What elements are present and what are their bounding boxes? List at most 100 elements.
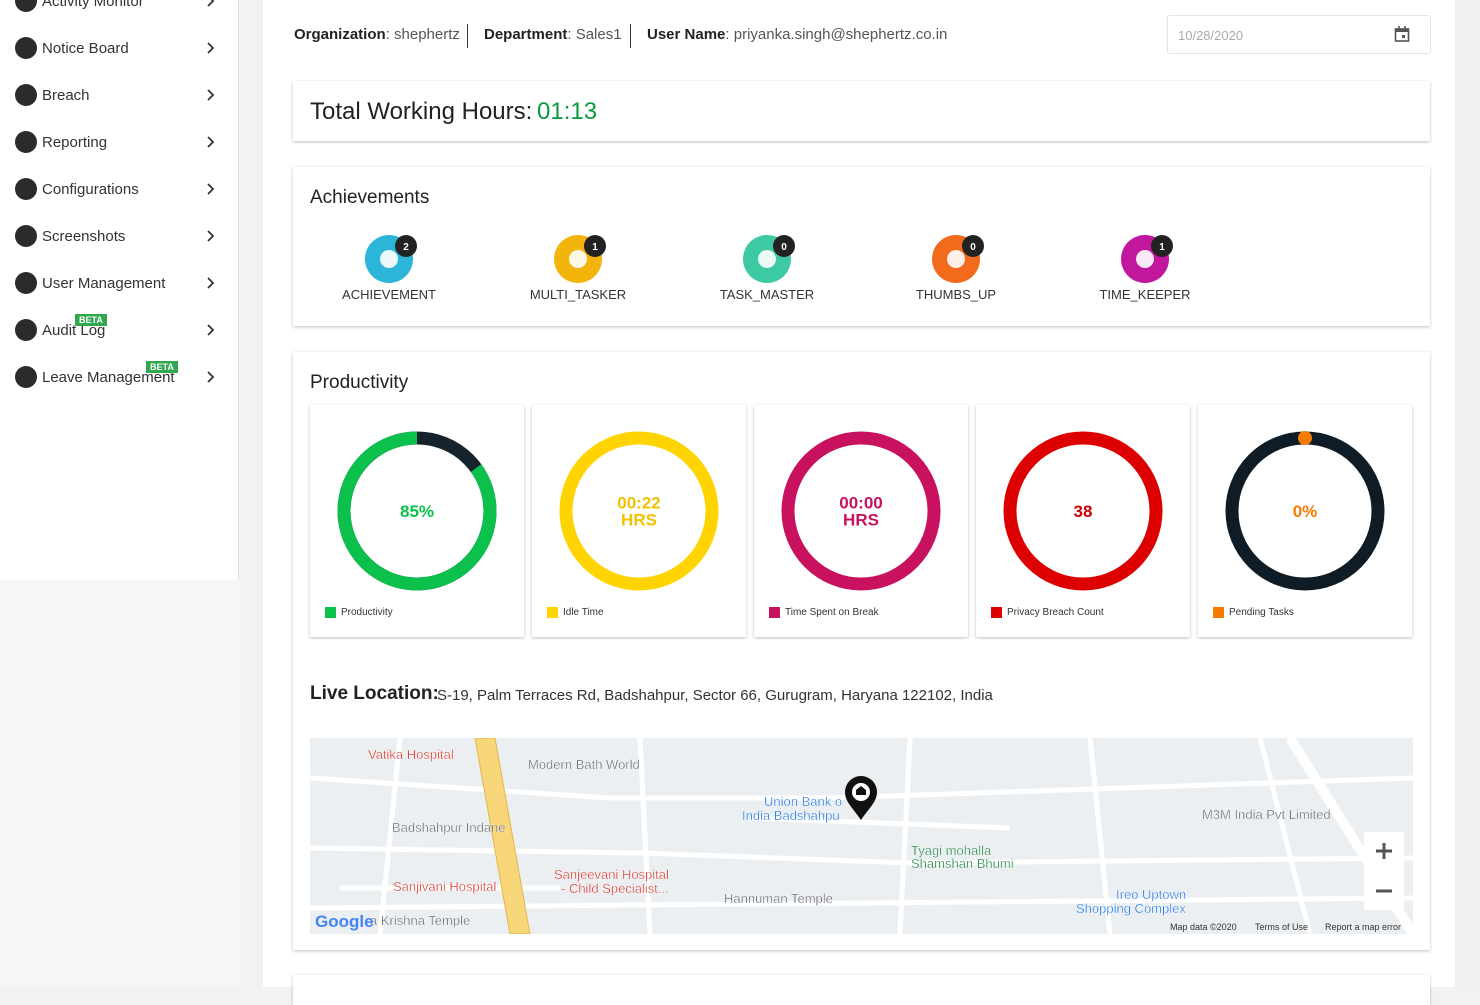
donut-dot <box>1298 431 1312 445</box>
map-label: Shamshan Bhumi <box>911 856 1014 871</box>
nav-item[interactable]: Notice Board <box>15 33 220 63</box>
chevron <box>207 89 215 101</box>
nav-item[interactable]: Configurations <box>15 174 220 204</box>
nav-item[interactable]: Leave Management <box>15 362 220 392</box>
map-label: Ireo Uptown <box>1116 887 1186 902</box>
map-label: Vatika Hospital <box>368 747 454 762</box>
map-pin <box>845 776 877 820</box>
count-text: 0 <box>970 242 976 253</box>
donut-center: 38 <box>1074 502 1093 521</box>
nav-icon <box>15 131 37 153</box>
chevron-path <box>207 42 215 54</box>
map-label: Sanjeevani Hospital <box>554 867 669 882</box>
map-footer: Report a map error <box>1325 922 1401 932</box>
sidebar-footer <box>0 580 240 987</box>
achievement-name: ACHIEVEMENT <box>342 287 436 302</box>
header-separator <box>467 24 468 48</box>
nav-item[interactable]: Reporting <box>15 127 220 157</box>
working-hours-card: Total Working Hours: 01:13 <box>293 81 1430 141</box>
achievement-name: THUMBS_UP <box>915 287 997 302</box>
donut: 0% <box>1225 431 1385 591</box>
achievement-glyph <box>947 250 965 268</box>
map-logo: Google <box>315 912 374 931</box>
legend-label: Privacy Breach Count <box>1007 607 1104 618</box>
nav-item[interactable]: Audit Log <box>15 315 220 345</box>
nav-label: Reporting <box>42 133 108 151</box>
nav-item[interactable]: Screenshots <box>15 221 220 251</box>
date-picker[interactable]: 10/28/2020 <box>1167 15 1431 54</box>
achievement-icon: 0 <box>932 235 984 283</box>
count-badge <box>584 235 606 257</box>
nav-label: Notice Board <box>42 39 129 57</box>
nav-label: User Management <box>42 274 166 292</box>
chevron-path <box>207 136 215 148</box>
header-value: : priyanka.singh@shephertz.co.in <box>725 26 948 43</box>
achievement-glyph <box>1136 250 1154 268</box>
header-field: Organization: shephertz <box>294 26 460 43</box>
chevron-path <box>207 89 215 101</box>
map-label: M3M India Pvt Limited <box>1202 807 1331 822</box>
nav-icon <box>15 225 37 247</box>
chevron-path <box>207 371 215 383</box>
nav-item[interactable]: Breach <box>15 80 220 110</box>
section-title: Productivity <box>310 372 409 393</box>
count-text: 1 <box>1159 242 1165 253</box>
donut: 38 <box>1003 431 1163 591</box>
legend-swatch <box>769 607 780 618</box>
scrollbar <box>1455 0 1480 987</box>
metric-card: 85% Productivity <box>310 405 524 637</box>
donut-ring <box>1003 431 1163 591</box>
achievement-glyph <box>758 250 776 268</box>
nav-label: Activity Monitor <box>42 0 144 10</box>
nav-item[interactable]: Activity Monitor <box>15 0 220 16</box>
achievement-name: TASK_MASTER <box>719 287 815 302</box>
map-label: Sanjivani Hospital <box>393 879 496 894</box>
donut-center: HRS <box>621 511 657 530</box>
chevron-path <box>207 230 215 242</box>
chevron-path <box>207 183 215 195</box>
map-label: Shopping Complex <box>1076 901 1186 916</box>
map-label: Union Bank o <box>764 794 842 809</box>
location-address: S-19, Palm Terraces Rd, Badshahpur, Sect… <box>437 687 993 704</box>
nav-label: Breach <box>42 86 90 104</box>
header-separator <box>630 24 631 48</box>
header-field: User Name: priyanka.singh@shephertz.co.i… <box>647 26 947 43</box>
chevron <box>207 183 215 195</box>
nav-label: Configurations <box>42 180 139 198</box>
chevron-path <box>207 324 215 336</box>
metric-card: 00:22 HRS Idle Time <box>532 405 746 637</box>
nav-icon <box>15 178 37 200</box>
donut-ring <box>559 431 719 591</box>
map-label: India Badshahpu <box>742 808 840 823</box>
map[interactable]: Vatika Hospital Modern Bath World Badshahp… <box>310 738 1413 934</box>
next-card <box>293 975 1430 1005</box>
nav-icon <box>15 84 37 106</box>
nav-icon <box>15 0 37 12</box>
chevron <box>207 371 215 383</box>
achievement-icon: 1 <box>1121 235 1173 283</box>
legend-swatch <box>325 607 336 618</box>
working-hours-value: 01:13 <box>537 98 598 125</box>
sidebar: Activity Monitor Notice Board Breach Report… <box>0 0 239 580</box>
chevron-path <box>207 277 215 289</box>
chevron-path <box>207 0 215 7</box>
header-value: : Sales1 <box>567 26 622 43</box>
zoom-control[interactable] <box>1364 832 1404 910</box>
map-footer: Terms of Use <box>1255 922 1308 932</box>
nav-icon <box>15 319 37 341</box>
nav-icon <box>15 272 37 294</box>
header-value: : shephertz <box>385 26 460 43</box>
highway <box>474 738 531 934</box>
count-text: 0 <box>781 242 787 253</box>
beta-badge: BETA <box>146 361 178 373</box>
header-label: User Name <box>647 26 726 43</box>
count-badge <box>395 235 417 257</box>
donut-ring <box>781 431 941 591</box>
count-text: 1 <box>592 242 598 253</box>
count-badge <box>773 235 795 257</box>
nav-item[interactable]: User Management <box>15 268 220 298</box>
chevron <box>207 136 215 148</box>
header-label: Organization <box>294 26 386 43</box>
map-label: Modern Bath World <box>528 757 640 772</box>
